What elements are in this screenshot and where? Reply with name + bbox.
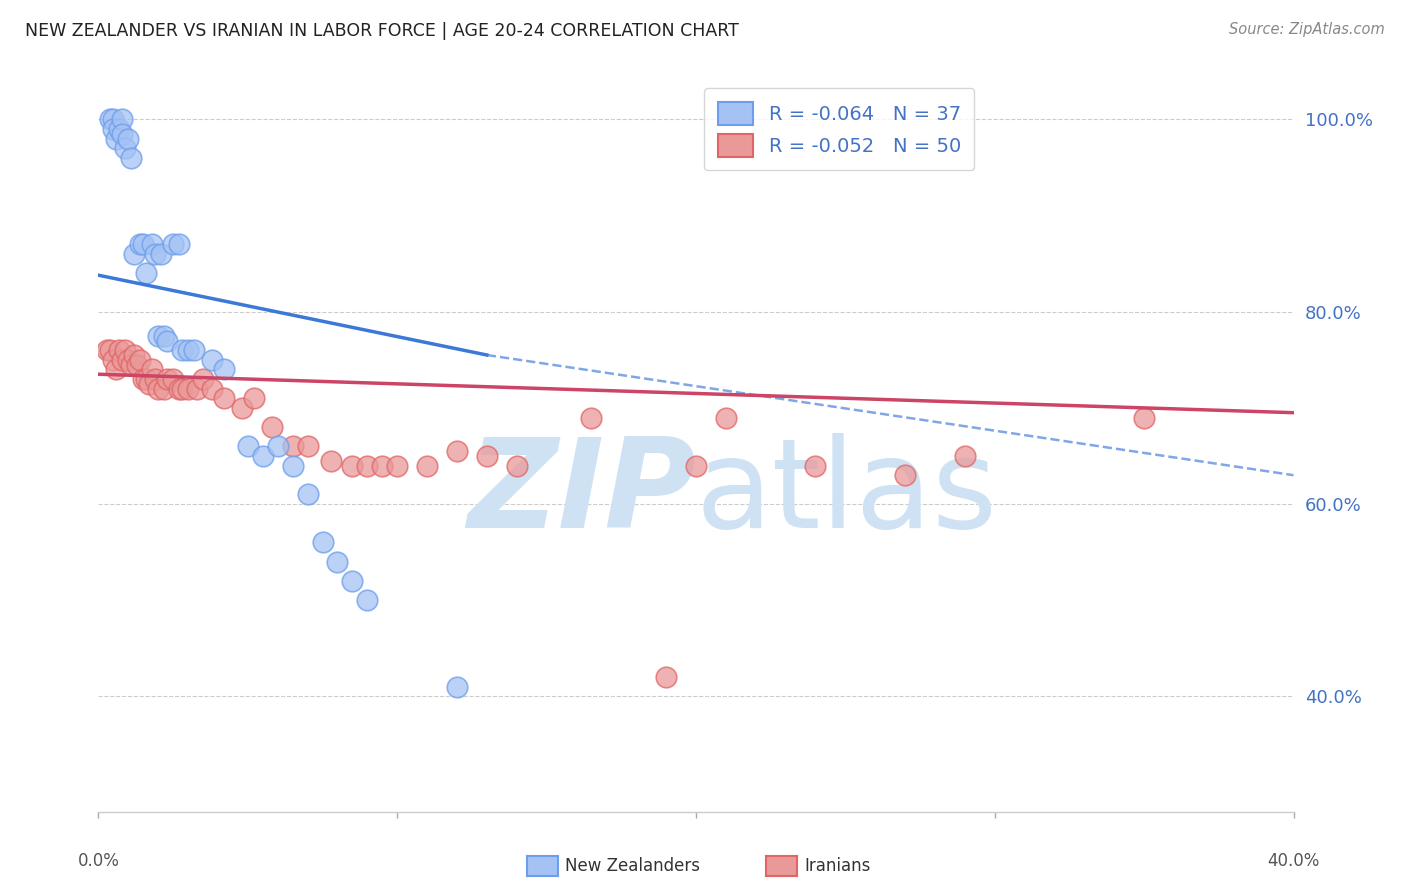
Point xyxy=(117,352,139,367)
Point xyxy=(129,237,152,252)
Point xyxy=(114,141,136,155)
Point xyxy=(141,237,163,252)
Point xyxy=(231,401,253,415)
Point xyxy=(186,382,208,396)
Point xyxy=(108,122,131,136)
Point xyxy=(127,358,149,372)
Point xyxy=(201,382,224,396)
Point xyxy=(153,328,176,343)
Point xyxy=(1133,410,1156,425)
Text: New Zealanders: New Zealanders xyxy=(565,857,700,875)
Point xyxy=(124,348,146,362)
Point xyxy=(148,328,170,343)
Point xyxy=(446,444,468,458)
Point xyxy=(311,535,333,549)
Point xyxy=(103,122,125,136)
Point xyxy=(172,343,194,358)
Point xyxy=(132,237,155,252)
Point xyxy=(446,680,468,694)
Point xyxy=(260,420,283,434)
Point xyxy=(581,410,603,425)
Point xyxy=(96,343,118,358)
Point xyxy=(297,439,319,453)
Point xyxy=(252,449,274,463)
Point xyxy=(201,352,224,367)
Point xyxy=(98,112,122,127)
Point xyxy=(143,372,166,386)
Point xyxy=(114,343,136,358)
Point xyxy=(120,358,142,372)
Point xyxy=(183,343,205,358)
Point xyxy=(177,382,200,396)
Point xyxy=(156,372,179,386)
Point xyxy=(342,574,364,588)
Point xyxy=(150,247,173,261)
Point xyxy=(953,449,976,463)
Point xyxy=(475,449,498,463)
Text: Iranians: Iranians xyxy=(804,857,870,875)
Point xyxy=(120,151,142,165)
Point xyxy=(98,343,122,358)
Point xyxy=(141,362,163,376)
Point xyxy=(103,112,125,127)
Point xyxy=(105,362,128,376)
Text: atlas: atlas xyxy=(696,433,998,554)
Point xyxy=(281,458,304,473)
Point xyxy=(138,376,160,391)
Point xyxy=(156,334,179,348)
Point xyxy=(342,458,364,473)
Point xyxy=(172,382,194,396)
Point xyxy=(894,468,917,483)
Point xyxy=(167,382,190,396)
Point xyxy=(804,458,827,473)
Point xyxy=(177,343,200,358)
Point xyxy=(111,112,134,127)
Point xyxy=(148,382,170,396)
Point xyxy=(297,487,319,501)
Point xyxy=(685,458,707,473)
Point xyxy=(135,266,157,280)
Text: 40.0%: 40.0% xyxy=(1267,853,1320,871)
Point xyxy=(267,439,290,453)
Point xyxy=(135,372,157,386)
Point xyxy=(111,352,134,367)
Point xyxy=(243,391,266,405)
Point xyxy=(162,237,184,252)
Point xyxy=(714,410,737,425)
Point xyxy=(212,362,235,376)
Point xyxy=(236,439,259,453)
Point xyxy=(105,131,128,145)
Point xyxy=(124,247,146,261)
Point xyxy=(416,458,439,473)
Point xyxy=(111,127,134,141)
Text: 0.0%: 0.0% xyxy=(77,853,120,871)
Point xyxy=(129,352,152,367)
Point xyxy=(167,237,190,252)
Text: Source: ZipAtlas.com: Source: ZipAtlas.com xyxy=(1229,22,1385,37)
Point xyxy=(212,391,235,405)
Point xyxy=(321,454,343,468)
Point xyxy=(356,458,378,473)
Point xyxy=(143,247,166,261)
Point xyxy=(655,670,678,684)
Point xyxy=(108,343,131,358)
Point xyxy=(281,439,304,453)
Point xyxy=(356,593,378,607)
Point xyxy=(153,382,176,396)
Point xyxy=(191,372,214,386)
Text: ZIP: ZIP xyxy=(467,433,696,554)
Point xyxy=(506,458,529,473)
Text: NEW ZEALANDER VS IRANIAN IN LABOR FORCE | AGE 20-24 CORRELATION CHART: NEW ZEALANDER VS IRANIAN IN LABOR FORCE … xyxy=(25,22,740,40)
Legend: R = -0.064   N = 37, R = -0.052   N = 50: R = -0.064 N = 37, R = -0.052 N = 50 xyxy=(704,88,974,170)
Point xyxy=(326,555,349,569)
Point xyxy=(385,458,409,473)
Point xyxy=(117,131,139,145)
Point xyxy=(162,372,184,386)
Point xyxy=(371,458,394,473)
Point xyxy=(103,352,125,367)
Point xyxy=(132,372,155,386)
